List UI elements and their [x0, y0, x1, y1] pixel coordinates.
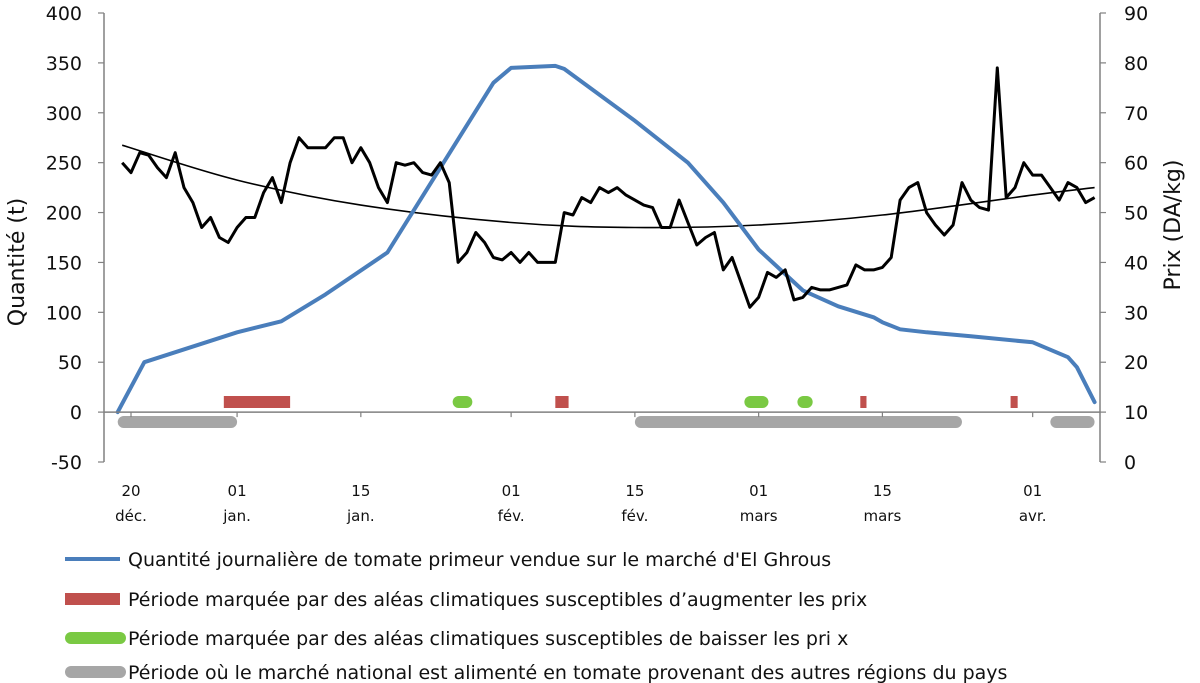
price-series-line	[121, 66, 1096, 309]
rising-price-period-bar	[223, 396, 291, 408]
x-tick-month-label: avr.	[1019, 507, 1047, 525]
left-axis-tick-label: 50	[58, 352, 82, 374]
left-axis: -50 0 50 100 150 200 250 300 350 400	[46, 3, 105, 474]
x-tick-day-label: 15	[873, 482, 892, 500]
x-tick-day-label: 15	[625, 482, 644, 500]
legend-entry: Quantité journalière de tomate primeur v…	[65, 549, 831, 571]
x-tick-day-label: 01	[228, 482, 247, 500]
legend-label: Période marquée par des aléas climatique…	[128, 589, 867, 611]
left-axis-tick-label: 100	[46, 302, 82, 324]
right-axis-tick-label: 0	[1124, 452, 1136, 474]
left-axis-tick-label: 200	[46, 203, 82, 225]
x-tick-day-label: 20	[121, 482, 140, 500]
left-axis-title: Quantité (t)	[5, 198, 30, 326]
price-trend-line	[121, 144, 1095, 229]
x-tick-month-label: jan.	[222, 507, 251, 525]
right-axis-tick-label: 50	[1124, 203, 1148, 225]
legend-label: Période marquée par des aléas climatique…	[128, 628, 848, 650]
right-axis-tick-label: 30	[1124, 302, 1148, 324]
left-axis-tick-label: 150	[46, 252, 82, 274]
plot-area	[115, 63, 1097, 428]
legend-entry: Période marquée par des aléas climatique…	[65, 589, 867, 611]
left-axis-tick-label: -50	[51, 452, 82, 474]
left-axis-tick-label: 400	[46, 3, 82, 25]
right-axis-tick-label: 80	[1124, 53, 1148, 75]
left-axis-tick-label: 250	[46, 153, 82, 175]
legend-swatch-rising	[65, 593, 120, 605]
legend-label: Période où le marché national est alimen…	[128, 662, 1007, 683]
right-axis-tick-label: 20	[1124, 352, 1148, 374]
right-axis-tick-label: 10	[1124, 402, 1148, 424]
x-tick-day-label: 01	[502, 482, 521, 500]
right-axis-title: Prix (DA/kg)	[1161, 160, 1186, 291]
x-tick-month-label: jan.	[346, 507, 375, 525]
legend-label: Quantité journalière de tomate primeur v…	[128, 549, 831, 571]
x-tick-day-label: 01	[749, 482, 768, 500]
left-axis-tick-label: 350	[46, 53, 82, 75]
x-tick-month-label: mars	[864, 507, 902, 525]
rising-price-period-bar	[555, 396, 569, 408]
right-axis: 0 10 20 30 40 50 60 70 80 90	[1099, 3, 1148, 474]
x-axis: 20 déc. 01 jan. 15 jan. 01 fév. 15 fév. 01 mars 15 ma…	[104, 411, 1100, 525]
right-axis-tick-label: 70	[1124, 103, 1148, 125]
quantity-series-line	[115, 63, 1097, 415]
legend-entry: Période marquée par des aléas climatique…	[65, 628, 848, 650]
x-tick-day-label: 15	[351, 482, 370, 500]
right-axis-tick-label: 90	[1124, 3, 1148, 25]
rising-price-period-bar	[860, 396, 867, 408]
x-tick-month-label: mars	[740, 507, 778, 525]
left-axis-tick-label: 0	[70, 402, 82, 424]
x-tick-month-label: fév.	[498, 507, 525, 525]
right-axis-tick-label: 60	[1124, 153, 1148, 175]
x-tick-month-label: déc.	[115, 507, 147, 525]
right-axis-tick-label: 40	[1124, 252, 1148, 274]
rising-price-period-bar	[1010, 396, 1018, 408]
left-axis-tick-label: 300	[46, 103, 82, 125]
legend-entry: Période où le marché national est alimen…	[65, 662, 1007, 683]
legend: Quantité journalière de tomate primeur v…	[65, 549, 1007, 683]
x-tick-day-label: 01	[1023, 482, 1042, 500]
x-tick-month-label: fév.	[621, 507, 648, 525]
